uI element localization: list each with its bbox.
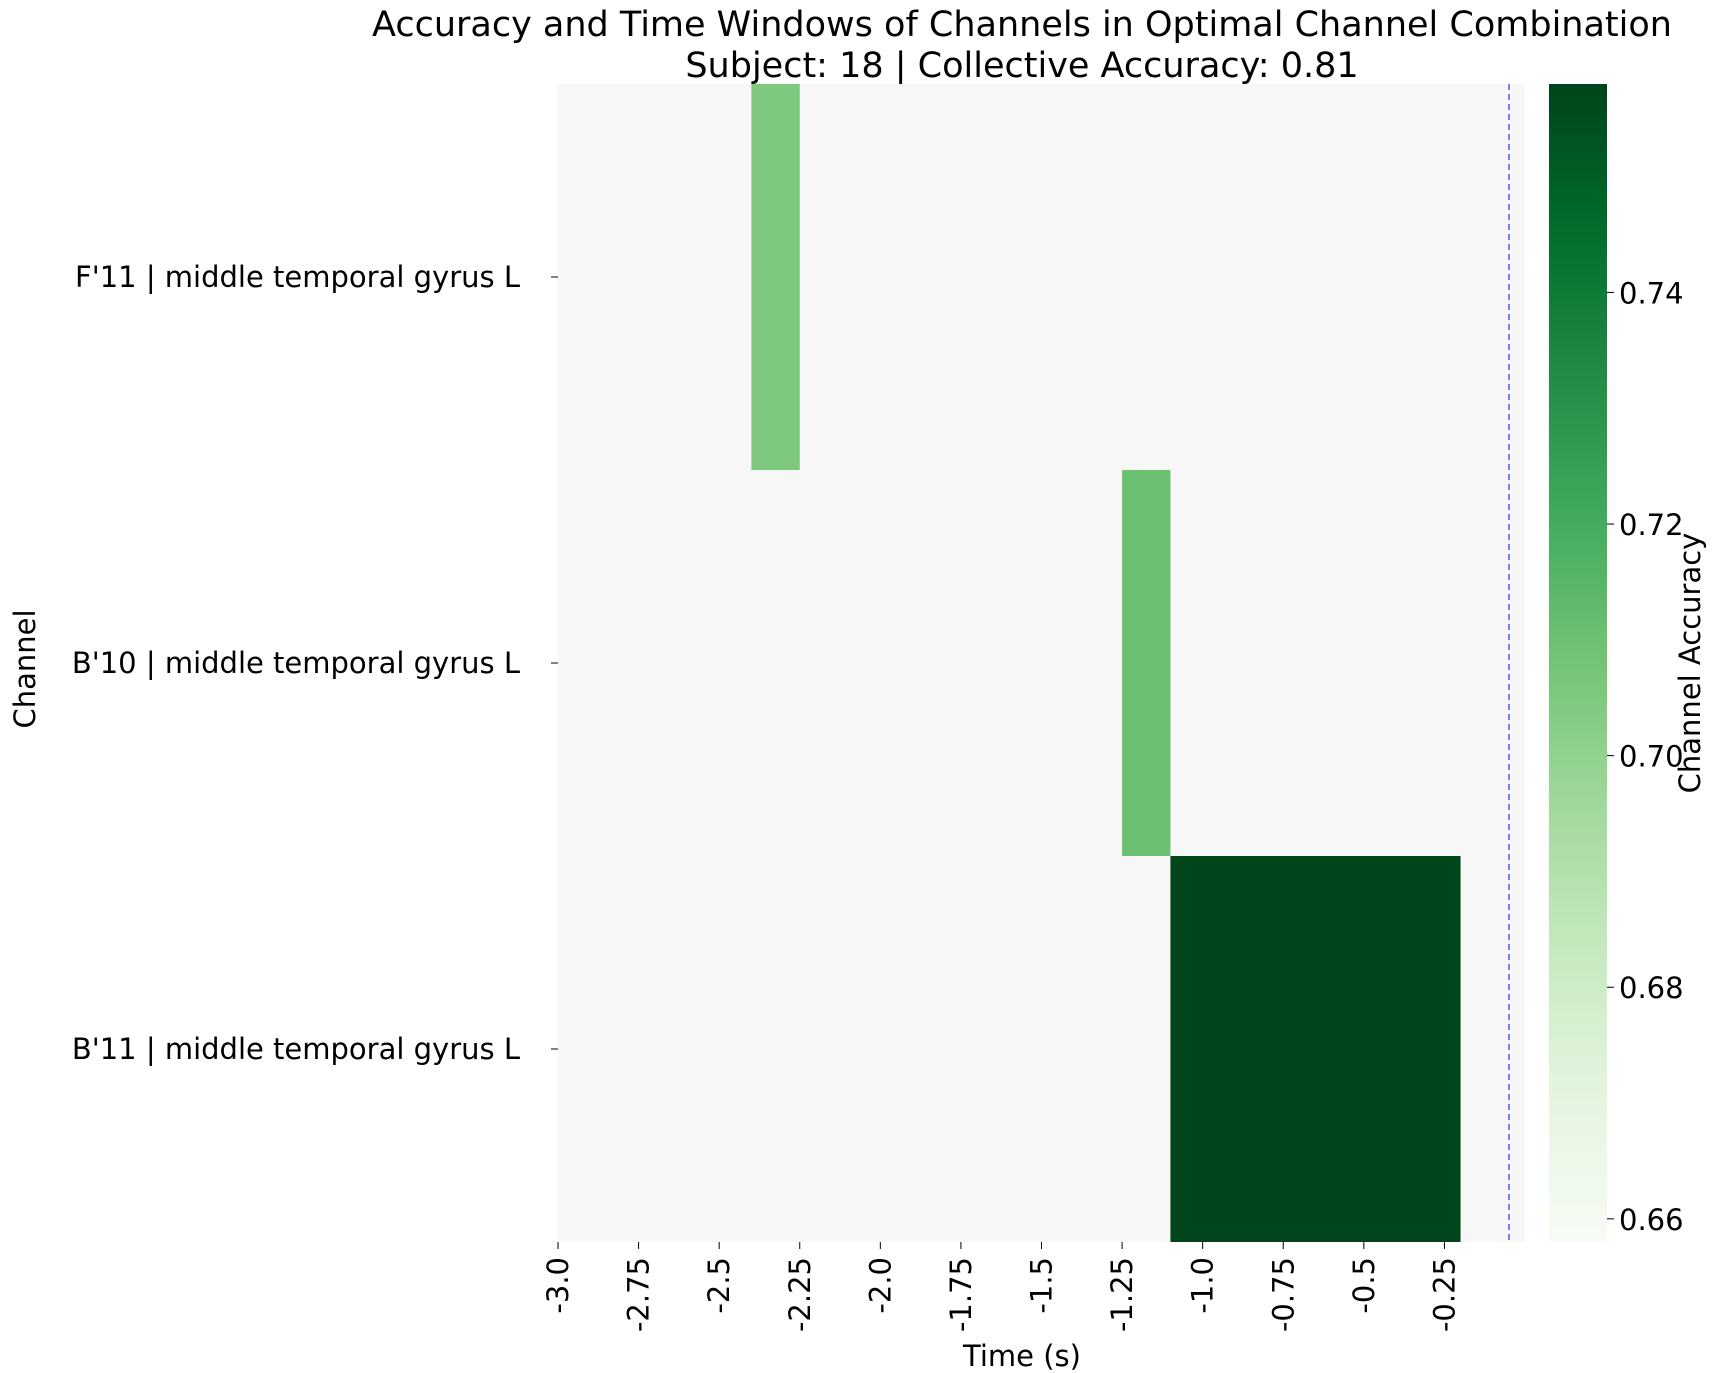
x-tick-label: -0.5 xyxy=(1347,1257,1381,1314)
heatmap-cell xyxy=(1170,856,1461,1242)
colorbar-tick-label: 0.68 xyxy=(1619,971,1684,1005)
y-axis: F'11 | middle temporal gyrus L B'10 | mid… xyxy=(72,260,558,1066)
y-tick-label: B'10 | middle temporal gyrus L xyxy=(72,646,520,680)
x-tick-label: -0.25 xyxy=(1427,1257,1461,1332)
colorbar-axis: 0.66 0.68 0.70 0.72 0.74 xyxy=(1607,276,1684,1237)
x-tick-label: -1.75 xyxy=(944,1257,978,1332)
x-tick-label: -1.5 xyxy=(1025,1257,1059,1314)
x-tick-label: -0.75 xyxy=(1266,1257,1300,1332)
x-tick-label: -2.75 xyxy=(622,1257,656,1332)
plot-area xyxy=(558,84,1525,1242)
heatmap-cell xyxy=(1122,470,1171,856)
colorbar-tick-label: 0.70 xyxy=(1619,740,1684,774)
x-tick-label: -1.25 xyxy=(1105,1257,1139,1332)
y-tick-label: F'11 | middle temporal gyrus L xyxy=(75,260,520,294)
y-axis-label: Channel xyxy=(8,609,42,728)
x-tick-label: -3.0 xyxy=(541,1257,575,1314)
colorbar xyxy=(1549,84,1607,1242)
x-tick-label: -1.0 xyxy=(1186,1257,1220,1314)
x-tick-label: -2.25 xyxy=(783,1257,817,1332)
chart-subtitle: Subject: 18 | Collective Accuracy: 0.81 xyxy=(685,46,1358,86)
colorbar-tick-label: 0.72 xyxy=(1619,508,1684,542)
colorbar-tick-label: 0.66 xyxy=(1619,1203,1684,1237)
colorbar-label: Channel Accuracy xyxy=(1673,533,1707,794)
x-tick-label: -2.0 xyxy=(863,1257,897,1314)
x-axis: -3.0 -2.75 -2.5 -2.25 -2.0 -1.75 -1.5 -1.25 -1.0… xyxy=(541,1242,1461,1332)
colorbar-tick-label: 0.74 xyxy=(1619,276,1684,310)
x-tick-label: -2.5 xyxy=(702,1257,736,1314)
heatmap-cell xyxy=(751,84,800,470)
y-tick-label: B'11 | middle temporal gyrus L xyxy=(72,1032,520,1066)
chart-title: Accuracy and Time Windows of Channels in… xyxy=(372,5,1672,45)
x-axis-label: Time (s) xyxy=(962,1339,1081,1373)
